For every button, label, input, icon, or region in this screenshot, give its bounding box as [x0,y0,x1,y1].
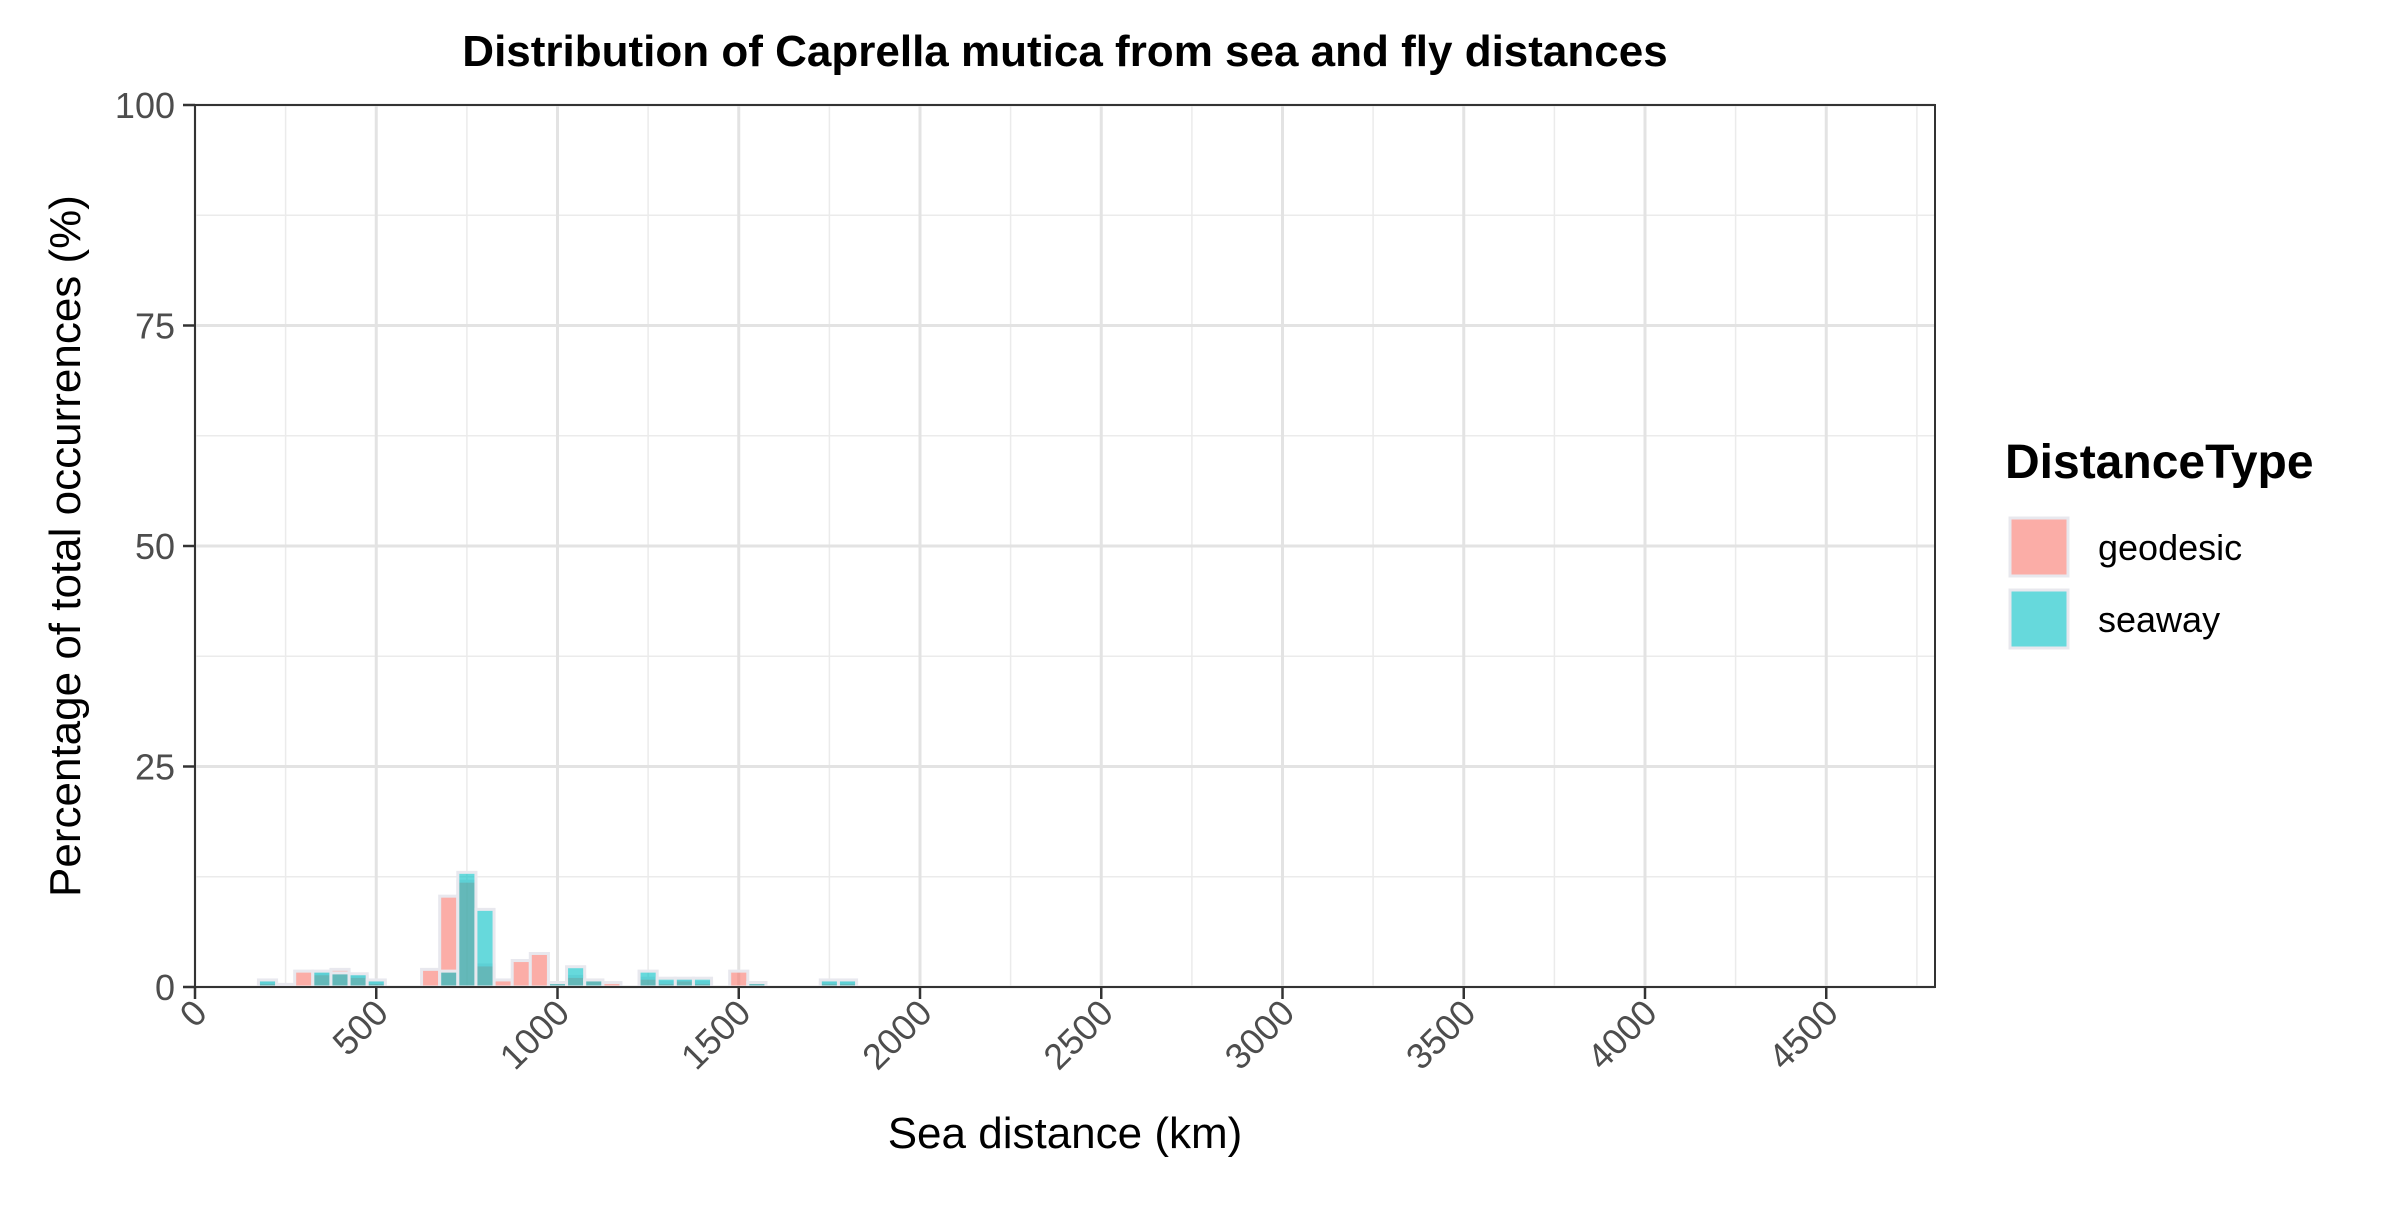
x-tick-label: 2500 [1035,992,1121,1078]
y-tick-label: 75 [135,306,175,347]
x-tick-label: 1500 [673,992,759,1078]
legend-key-seaway [2008,588,2070,650]
x-tick-label: 500 [324,992,395,1063]
legend: DistanceType geodesic seaway [2005,436,2314,651]
y-axis-label: Percentage of total occurrences (%) [41,195,90,897]
y-axis: 0 25 50 75 100 [115,85,195,1008]
x-tick-label: 3000 [1217,992,1303,1078]
bar-seaway [673,976,695,989]
bar-seaway [655,976,677,989]
bar-geodesic [528,951,550,989]
legend-label-seaway: seaway [2098,599,2220,640]
bar-seaway [347,972,369,989]
legend-key-geodesic [2008,516,2070,578]
y-tick-label: 50 [135,526,175,567]
bar-seaway [565,965,587,989]
x-tick-label: 3500 [1398,992,1484,1078]
x-tick-label: 4500 [1760,992,1846,1078]
bar-geodesic [510,959,532,989]
bar-seaway [311,969,333,989]
bar-seaway [256,978,279,989]
x-axis-label: Sea distance (km) [888,1109,1243,1158]
bar-seaway [637,969,659,989]
bar-seaway [438,969,460,989]
y-tick-label: 25 [135,747,175,788]
bar-seaway [836,978,859,989]
y-tick-label: 0 [155,967,175,1008]
bar-seaway [583,978,605,989]
x-tick-label: 1000 [492,992,578,1078]
bar-seaway [456,870,478,989]
x-axis: 0 500 1000 1500 2000 2500 3000 3500 4000 4500 [172,987,1846,1077]
bar-seaway [329,971,351,989]
bar-seaway [818,978,840,989]
bar-geodesic [420,967,442,989]
bar-geodesic [492,978,514,989]
bar-seaway [365,978,387,989]
bar-geodesic [293,969,315,989]
x-tick-label: 2000 [854,992,940,1078]
legend-label-geodesic: geodesic [2098,527,2242,568]
legend-title: DistanceType [2005,436,2314,489]
x-tick-label: 4000 [1579,992,1665,1078]
bar-seaway [691,976,714,989]
bar-geodesic [728,969,750,989]
legend-items: geodesic seaway [2007,515,2242,651]
y-tick-label: 100 [115,85,175,126]
bar-seaway [474,907,496,989]
x-tick-label: 0 [172,992,215,1035]
chart-title: Distribution of Caprella mutica from sea… [462,27,1667,76]
